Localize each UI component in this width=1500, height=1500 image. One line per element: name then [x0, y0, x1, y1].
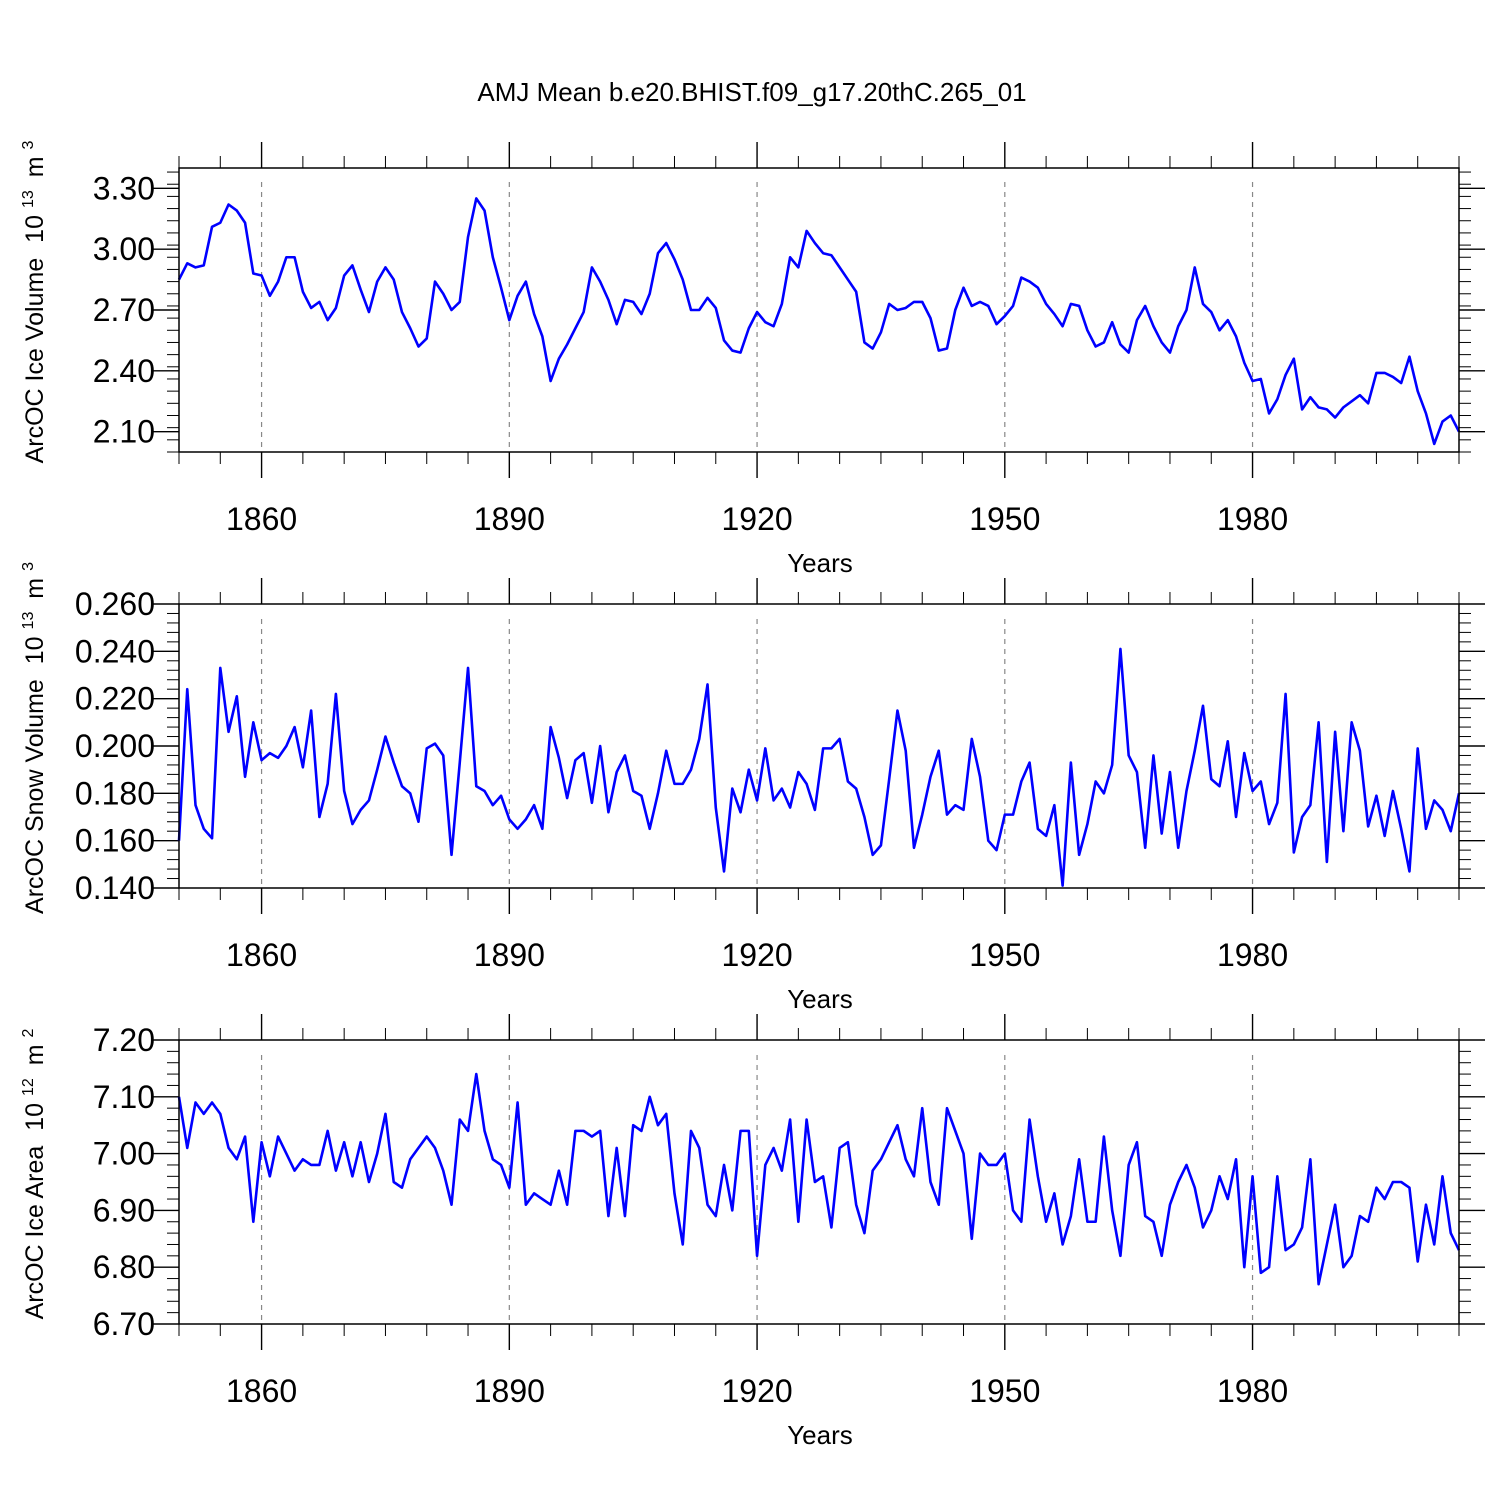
x-tick-label-1920: 1920 — [721, 937, 792, 973]
y-tick-label-0.220: 0.220 — [75, 681, 155, 717]
x-tick-label-1920: 1920 — [721, 501, 792, 537]
y-tick-label-0.240: 0.240 — [75, 633, 155, 669]
y-tick-labels: 0.140 0.160 0.180 0.200 0.220 0.240 0.260 — [75, 586, 155, 906]
y-tick-label-6.80: 6.80 — [93, 1249, 155, 1285]
y-tick-label-3.00: 3.00 — [93, 231, 155, 267]
y-tick-label-7.00: 7.00 — [93, 1136, 155, 1172]
y-tick-label-2.70: 2.70 — [93, 292, 155, 328]
y-axis-units-exponent: 13 — [20, 612, 37, 630]
x-tick-label-1890: 1890 — [474, 937, 545, 973]
x-tick-labels: 1860 1890 1920 1950 1980 — [226, 937, 1288, 973]
grid-lines — [260, 182, 1254, 452]
y-axis-label-text: ArcOC Snow Volume — [21, 679, 49, 914]
y-tick-label-3.30: 3.30 — [93, 170, 155, 206]
x-tick-label-1860: 1860 — [226, 937, 297, 973]
y-tick-label-6.90: 6.90 — [93, 1192, 155, 1228]
minor-ticks — [167, 592, 1471, 900]
x-tick-label-1890: 1890 — [474, 1373, 545, 1409]
minor-ticks — [167, 156, 1471, 464]
minor-ticks — [167, 1028, 1471, 1336]
y-axis-units-symbol: m — [21, 156, 49, 177]
y-axis-units-symbol: m — [21, 1044, 49, 1065]
series-line-ice-area — [177, 1072, 1461, 1286]
x-axis-label: Years — [787, 984, 853, 1014]
x-tick-label-1860: 1860 — [226, 501, 297, 537]
panel-snow-volume: 0.140 0.160 0.180 0.200 0.220 0.240 0.260 1860… — [11, 562, 1485, 1014]
y-tick-labels: 6.70 6.80 6.90 7.00 7.10 7.20 — [93, 1022, 155, 1342]
x-tick-label-1980: 1980 — [1217, 937, 1288, 973]
major-ticks — [153, 142, 1485, 478]
y-axis-units-base: 10 — [21, 636, 49, 664]
grid-lines — [260, 1055, 1254, 1324]
x-tick-labels: 1860 1890 1920 1950 1980 — [226, 501, 1288, 537]
series-line-ice-volume — [177, 197, 1461, 446]
y-tick-label-0.260: 0.260 — [75, 586, 155, 622]
major-ticks — [153, 1014, 1485, 1350]
y-axis-units-symbol-exponent: 3 — [20, 562, 37, 571]
panel-ice-area: 6.70 6.80 6.90 7.00 7.10 7.20 1860 1890 1920 195… — [11, 1014, 1485, 1450]
y-axis-units-base: 10 — [21, 1103, 49, 1131]
y-tick-label-0.200: 0.200 — [75, 728, 155, 764]
x-tick-label-1980: 1980 — [1217, 1373, 1288, 1409]
x-tick-label-1950: 1950 — [969, 1373, 1040, 1409]
grid-lines — [260, 619, 1254, 888]
panel-ice-volume: 2.10 2.40 2.70 3.00 3.30 1860 1890 1920 1950 198… — [11, 141, 1485, 578]
x-tick-label-1950: 1950 — [969, 937, 1040, 973]
y-tick-labels: 2.10 2.40 2.70 3.00 3.30 — [93, 170, 155, 449]
x-tick-label-1920: 1920 — [721, 1373, 792, 1409]
major-ticks — [153, 578, 1485, 914]
plot-frame — [178, 1039, 1460, 1325]
y-tick-label-2.40: 2.40 — [93, 353, 155, 389]
y-axis-label: ArcOC Snow Volume 10 13 m 3 — [11, 562, 49, 914]
y-tick-label-0.140: 0.140 — [75, 870, 155, 906]
y-axis-label-text: ArcOC Ice Volume — [21, 258, 49, 464]
y-tick-label-0.180: 0.180 — [75, 775, 155, 811]
plot-frame — [178, 603, 1460, 889]
plot-frame — [178, 167, 1460, 453]
series-line-snow-volume — [177, 647, 1461, 887]
y-axis-units-base: 10 — [21, 215, 49, 243]
x-tick-label-1860: 1860 — [226, 1373, 297, 1409]
x-tick-label-1980: 1980 — [1217, 501, 1288, 537]
x-axis-label: Years — [787, 548, 853, 578]
y-tick-label-0.160: 0.160 — [75, 823, 155, 859]
y-tick-label-7.20: 7.20 — [93, 1022, 155, 1058]
y-axis-units-exponent: 12 — [20, 1078, 37, 1096]
y-axis-label: ArcOC Ice Area 10 12 m 2 — [11, 1028, 49, 1319]
y-tick-label-2.10: 2.10 — [93, 414, 155, 450]
y-axis-label: ArcOC Ice Volume 10 13 m 3 — [11, 141, 49, 464]
x-axis-label: Years — [787, 1420, 853, 1450]
y-axis-units-symbol-exponent: 3 — [20, 141, 37, 150]
y-axis-units-symbol-exponent: 2 — [20, 1028, 37, 1037]
y-axis-label-text: ArcOC Ice Area — [21, 1146, 49, 1320]
chart-title: AMJ Mean b.e20.BHIST.f09_g17.20thC.265_0… — [477, 77, 1026, 107]
x-tick-labels: 1860 1890 1920 1950 1980 — [226, 1373, 1288, 1409]
y-tick-label-7.10: 7.10 — [93, 1079, 155, 1115]
x-tick-label-1950: 1950 — [969, 501, 1040, 537]
y-axis-units-exponent: 13 — [20, 190, 37, 208]
y-axis-units-symbol: m — [21, 578, 49, 599]
y-tick-label-6.70: 6.70 — [93, 1306, 155, 1342]
x-tick-label-1890: 1890 — [474, 501, 545, 537]
